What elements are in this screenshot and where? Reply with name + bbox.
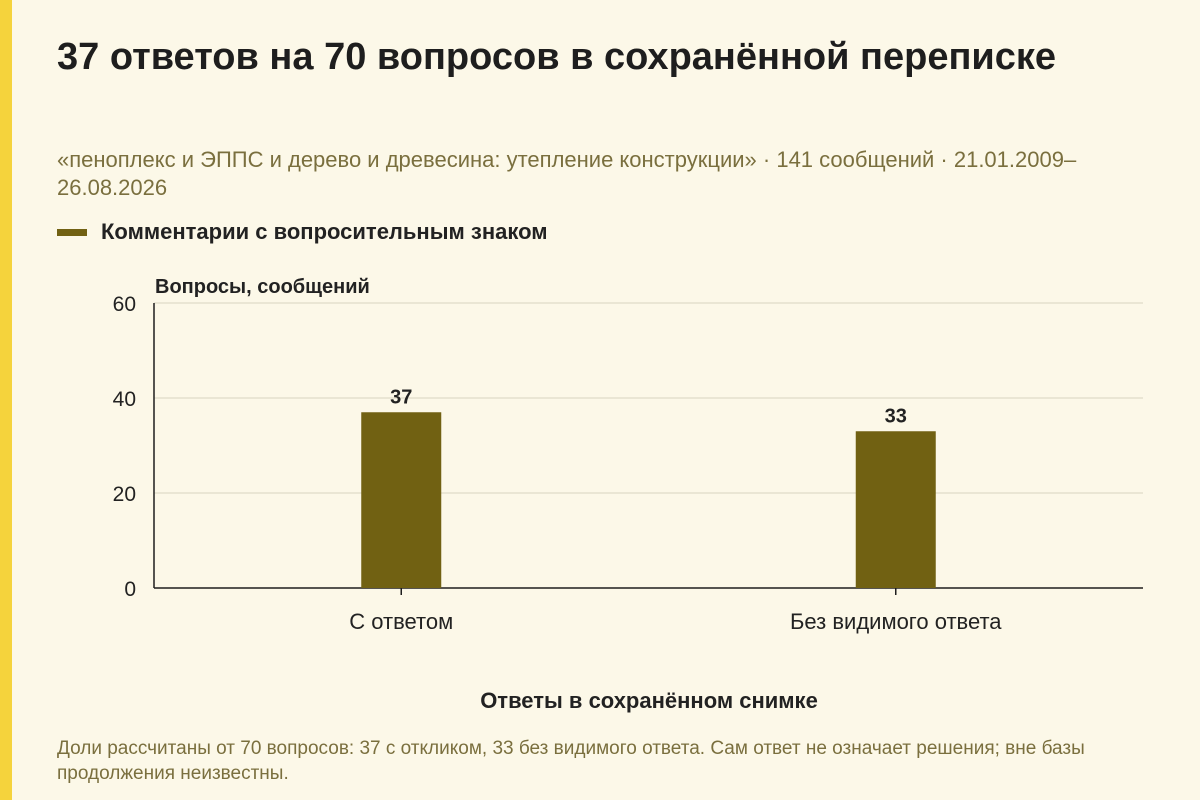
bar	[855, 431, 936, 588]
x-tick-label: С ответом	[349, 609, 453, 634]
x-axis-title: Ответы в сохранённом снимке	[480, 688, 818, 713]
bar-layer	[361, 412, 936, 588]
legend: Комментарии с вопросительным знаком	[57, 218, 548, 246]
bar-value-label: 33	[885, 405, 907, 427]
x-tick-label: Без видимого ответа	[790, 609, 1002, 634]
y-axis-title: Вопросы, сообщений	[155, 276, 370, 298]
accent-bar	[0, 0, 12, 800]
legend-label: Комментарии с вопросительным знаком	[101, 219, 548, 244]
label-layer: 0 20 40 60 37 С ответом 33 Без видимого ответа	[113, 293, 1003, 634]
y-tick-label: 60	[113, 293, 136, 316]
y-tick-label: 0	[124, 578, 136, 601]
axis-layer	[153, 303, 1143, 595]
chart-subtitle: «пеноплекс и ЭППС и дерево и древесина: …	[57, 147, 1077, 200]
y-tick-label: 20	[113, 483, 136, 506]
bar	[361, 412, 442, 588]
grid-layer	[154, 302, 1143, 494]
legend-swatch	[57, 228, 87, 236]
chart-title: 37 ответов на 70 вопросов в сохранённой …	[57, 36, 1057, 78]
footnote: Доли рассчитаны от 70 вопросов: 37 с отк…	[57, 738, 1085, 784]
y-tick-label: 40	[113, 388, 136, 411]
bar-value-label: 37	[390, 386, 412, 408]
